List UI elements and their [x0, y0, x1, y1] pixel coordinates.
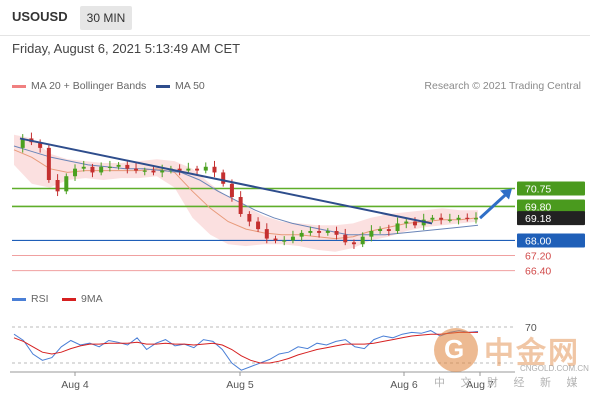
- candle-body-36: [325, 231, 330, 233]
- header-divider: [0, 35, 590, 36]
- candle-body-37: [334, 231, 339, 235]
- x-tick-label-3: Aug 7: [466, 379, 494, 391]
- candle-body-31: [282, 240, 287, 242]
- support-tag-1: 66.40: [525, 266, 551, 278]
- x-tick-label-0: Aug 4: [61, 379, 89, 391]
- candle-body-24: [221, 172, 226, 184]
- candle-body-25: [229, 183, 234, 197]
- legend-label-rsi: RSI: [31, 293, 49, 305]
- legend-item-ma50: MA 50: [156, 80, 205, 92]
- candle-body-23: [212, 166, 217, 173]
- candle-body-43: [386, 229, 391, 231]
- candle-body-51: [456, 217, 461, 220]
- support-tag-0: 67.20: [525, 251, 551, 263]
- ma50-line: [13, 145, 479, 236]
- candle-body-50: [447, 219, 452, 221]
- candle-body-20: [186, 168, 191, 171]
- candle-body-26: [238, 197, 243, 214]
- candle-body-13: [125, 164, 130, 169]
- candle-body-6: [64, 176, 69, 192]
- bollinger-band: [14, 134, 478, 252]
- candle-body-30: [273, 238, 278, 241]
- legend-label-ma50: MA 50: [175, 80, 205, 92]
- candle-body-7: [73, 168, 78, 177]
- watermark-url: CNGOLD.COM.CN: [520, 364, 589, 373]
- candle-body-41: [369, 231, 374, 237]
- forecast-arrow-shaft: [478, 191, 510, 220]
- resistance-tag-0: 70.75: [525, 184, 551, 196]
- x-tick-label-2: Aug 6: [390, 379, 418, 391]
- trendline: [19, 137, 433, 225]
- legend-item-ma20: MA 20 + Bollinger Bands: [12, 80, 146, 92]
- candle-body-15: [142, 170, 147, 172]
- candle-body-4: [46, 147, 51, 180]
- candle-body-9: [90, 166, 95, 173]
- candle-body-16: [151, 170, 156, 173]
- forecast-arrowhead-icon: [500, 188, 512, 200]
- candle-body-29: [264, 229, 269, 239]
- candle-body-48: [430, 217, 435, 220]
- current-price-tag: 69.18: [525, 213, 551, 225]
- candle-body-21: [195, 168, 200, 171]
- legend-swatch-rsi: [12, 297, 26, 301]
- resistance-tag-0-bg: [517, 181, 585, 196]
- candle-body-5: [55, 180, 60, 192]
- rsi-tick-70: 70: [525, 322, 537, 334]
- candle-body-34: [308, 231, 313, 233]
- candle-body-44: [395, 223, 400, 231]
- timestamp: Friday, August 6, 2021 5:13:49 AM CET: [12, 41, 241, 56]
- resistance-tag-1: 69.80: [525, 201, 551, 213]
- candle-body-38: [343, 234, 348, 243]
- candle-body-19: [177, 168, 182, 171]
- candle-body-42: [378, 229, 383, 231]
- candle-body-10: [99, 166, 104, 173]
- candle-body-52: [465, 217, 470, 219]
- candle-body-3: [38, 142, 43, 148]
- candle-body-27: [247, 214, 252, 222]
- chart-header: USOUSD 30 MIN: [0, 0, 590, 36]
- resistance-tag-1-bg: [517, 199, 585, 214]
- candle-body-40: [360, 236, 365, 245]
- watermark-subtitle: 中 文 财 经 新 媒 体: [434, 376, 590, 389]
- legend-label-9ma: 9MA: [81, 293, 103, 305]
- candle-body-33: [299, 232, 304, 237]
- candle-body-14: [134, 168, 139, 171]
- current-price-tag-bg: [517, 211, 585, 226]
- candle-body-12: [116, 164, 121, 167]
- watermark-logo-icon: G: [434, 328, 478, 372]
- candle-body-49: [439, 217, 444, 220]
- pivot-tag: 68.00: [525, 235, 551, 247]
- candle-body-35: [317, 231, 322, 233]
- watermark-name: 中金网: [484, 336, 580, 371]
- candle-body-46: [412, 221, 417, 226]
- candle-body-28: [256, 221, 261, 230]
- candle-body-8: [81, 166, 86, 169]
- pivot-tag-bg: [517, 233, 585, 248]
- candle-body-1: [20, 138, 25, 148]
- legend-item-9ma: 9MA: [62, 293, 103, 305]
- legend-swatch-ma50: [156, 84, 170, 88]
- timeframe-button[interactable]: 30 MIN: [80, 6, 132, 30]
- legend-swatch-9ma: [62, 297, 76, 301]
- candle-body-11: [107, 166, 112, 168]
- legend-swatch-ma20: [12, 84, 26, 88]
- 9ma-line: [13, 331, 478, 364]
- x-tick-label-1: Aug 5: [226, 379, 254, 391]
- candle-body-53: [474, 218, 478, 220]
- legend-label-ma20: MA 20 + Bollinger Bands: [31, 80, 147, 92]
- watermark: G 中金网 CNGOLD.COM.CN 中 文 财 经 新 媒 体: [434, 328, 590, 389]
- candle-body-22: [203, 166, 208, 171]
- candle-body-17: [160, 170, 165, 173]
- candle-body-39: [351, 242, 356, 245]
- legend-item-rsi: RSI: [12, 293, 49, 305]
- candle-body-45: [404, 221, 409, 224]
- candle-body-32: [290, 236, 295, 241]
- research-credit: Research © 2021 Trading Central: [424, 80, 581, 92]
- symbol-label: USOUSD: [12, 9, 68, 24]
